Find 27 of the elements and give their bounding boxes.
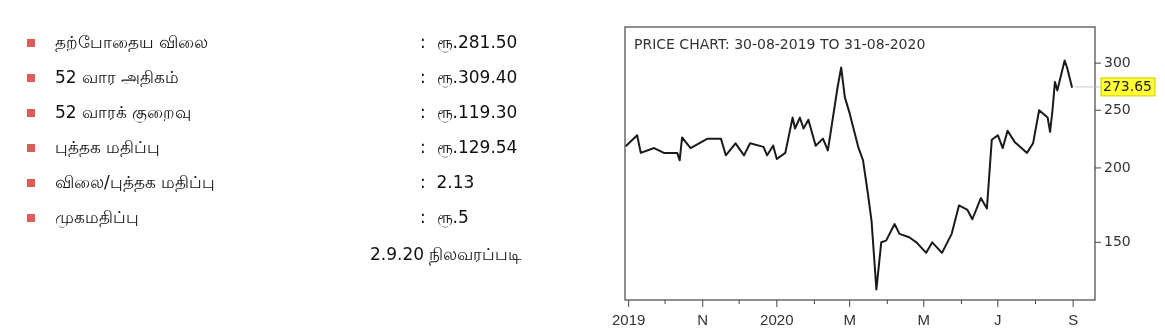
category-label: 52 வாரக் குறைவு <box>55 102 192 123</box>
category-label: 52 வார அதிகம் <box>55 67 180 87</box>
text: : ரூ.5 <box>420 207 469 227</box>
y-tick-label: 150 <box>1104 233 1131 250</box>
y-tick-label: 250 <box>1104 101 1131 118</box>
category-label: புத்தக மதிப்பு <box>55 137 161 157</box>
x-tick-label: M <box>843 311 856 328</box>
y-tick-label: 200 <box>1104 158 1131 175</box>
text: : ரூ.309.40 <box>420 67 518 87</box>
x-tick-label: M <box>917 311 931 328</box>
line-series <box>625 59 1073 291</box>
x-tick-label: S <box>1068 311 1079 328</box>
x-tick-label: 2020 <box>760 311 794 328</box>
text: 2.9.20 நிலவரப்படி <box>370 244 523 266</box>
text: PRICE CHART: 30-08-2019 TO 31-08-2020 <box>634 36 926 52</box>
x-tick-label: N <box>697 311 709 328</box>
x-tick-label: 2019 <box>611 311 646 328</box>
annotation: 273.65 <box>1103 77 1152 94</box>
text: : ரூ.129.54 <box>420 137 518 157</box>
category-label: விலை/புத்தக மதிப்பு <box>55 172 216 192</box>
category-label: முகமதிப்பு <box>55 207 139 228</box>
text: : 2.13 <box>420 172 475 192</box>
text: : ரூ.119.30 <box>420 102 518 122</box>
x-tick-label: J <box>994 311 1002 328</box>
y-tick-label: 300 <box>1104 54 1131 71</box>
category-label: தற்போதைய விலை <box>55 32 209 52</box>
text: : ரூ.281.50 <box>420 32 518 52</box>
